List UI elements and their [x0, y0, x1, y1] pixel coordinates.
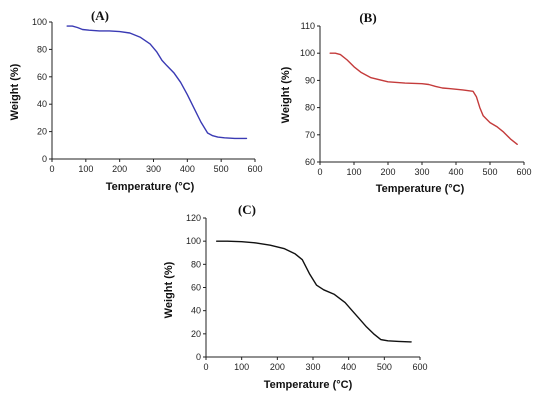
x-tick-label: 100 — [346, 167, 361, 177]
y-tick-label: 90 — [305, 75, 315, 85]
y-axis-label: Weight (%) — [9, 63, 21, 120]
x-tick-label: 500 — [377, 362, 392, 372]
weight-loss-curve — [329, 52, 518, 146]
y-tick-label: 80 — [191, 259, 201, 269]
y-axis-label: Weight (%) — [280, 66, 292, 123]
panel-c: 0 100 200 300 400 500 600 0 20 40 60 80 100 120 (C) Tem… — [163, 202, 428, 391]
y-tick-label: 20 — [37, 127, 47, 137]
x-tick-label: 0 — [49, 164, 54, 174]
y-tick-label: 100 — [32, 17, 47, 27]
x-tick-label: 0 — [203, 362, 208, 372]
x-tick-label: 100 — [234, 362, 249, 372]
x-tick-label: 300 — [146, 164, 161, 174]
y-tick-label: 100 — [186, 236, 201, 246]
y-tick-label: 60 — [37, 72, 47, 82]
panel-b: 0 100 200 300 400 500 600 60 70 80 90 100 110 (B) Temp… — [280, 10, 532, 195]
y-tick-label: 100 — [300, 48, 315, 58]
panel-label: (C) — [238, 202, 256, 217]
x-tick-label: 0 — [317, 167, 322, 177]
y-tick-label: 40 — [37, 99, 47, 109]
x-tick-label: 600 — [412, 362, 427, 372]
y-tick-label: 0 — [42, 154, 47, 164]
x-tick-label: 300 — [305, 362, 320, 372]
y-tick-label: 60 — [305, 157, 315, 167]
x-tick-label: 200 — [112, 164, 127, 174]
x-tick-label: 400 — [180, 164, 195, 174]
y-tick-label: 110 — [301, 21, 315, 31]
weight-loss-curve — [66, 25, 248, 140]
panel-a: 0 100 200 300 400 500 600 0 20 40 60 80 100 (A) Temper… — [9, 8, 263, 193]
panel-label: (A) — [91, 8, 109, 23]
x-axis-label: Temperature (°C) — [264, 379, 353, 391]
y-tick-label: 0 — [196, 352, 201, 362]
y-axis-label: Weight (%) — [163, 261, 175, 318]
y-tick-label: 120 — [186, 213, 201, 223]
x-tick-label: 600 — [247, 164, 262, 174]
y-tick-label: 40 — [191, 306, 201, 316]
x-tick-label: 400 — [448, 167, 463, 177]
x-tick-label: 500 — [214, 164, 229, 174]
x-tick-label: 300 — [414, 167, 429, 177]
weight-loss-curve — [215, 240, 412, 343]
x-tick-label: 200 — [380, 167, 395, 177]
y-tick-label: 80 — [37, 44, 47, 54]
y-tick-label: 20 — [191, 329, 201, 339]
x-tick-label: 500 — [482, 167, 497, 177]
x-axis-label: Temperature (°C) — [106, 181, 195, 193]
x-axis-label: Temperature (°C) — [376, 183, 465, 195]
x-tick-label: 400 — [341, 362, 356, 372]
y-tick-label: 60 — [191, 283, 201, 293]
y-tick-label: 80 — [305, 103, 315, 113]
x-tick-label: 100 — [78, 164, 93, 174]
y-tick-label: 70 — [305, 130, 315, 140]
x-tick-label: 600 — [516, 167, 531, 177]
x-tick-label: 200 — [270, 362, 285, 372]
panel-label: (B) — [359, 10, 376, 25]
